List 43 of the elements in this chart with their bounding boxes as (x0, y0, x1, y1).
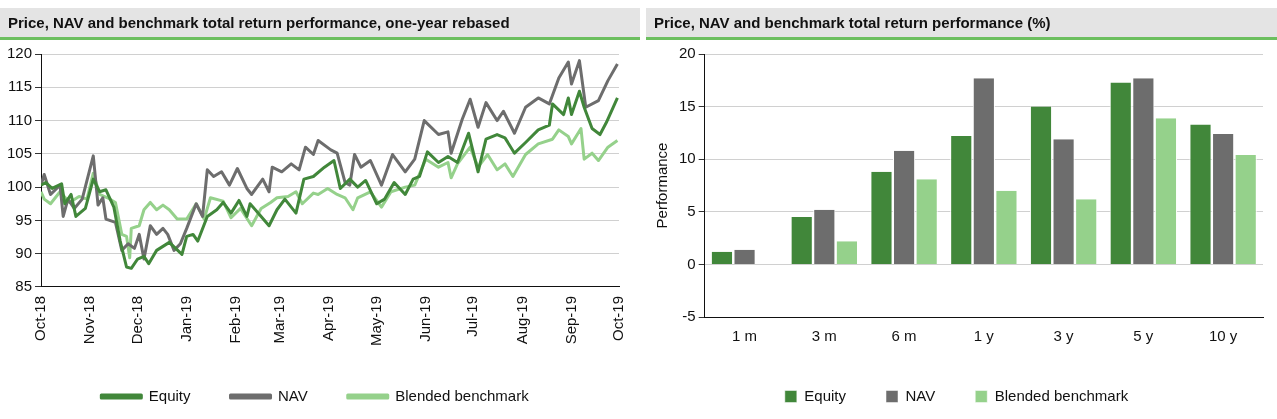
x-tick-label: 1 m (732, 327, 758, 345)
legend-label: NAV (905, 386, 936, 404)
y-tick-label: 5 (687, 201, 696, 219)
y-tick-label: 0 (687, 254, 696, 272)
x-tick-label: Oct-19 (609, 295, 627, 341)
y-tick-label: 115 (8, 77, 33, 95)
chart-title: Price, NAV and benchmark total return performance, one-year rebased (0, 8, 640, 40)
x-tick-label: Nov-18 (80, 295, 98, 345)
x-tick-label: May-19 (366, 295, 384, 347)
x-tick-label: 6 m (891, 327, 917, 345)
legend-label: Equity (804, 386, 847, 404)
y-tick-label: 120 (7, 44, 33, 62)
legend-label: Blended benchmark (994, 386, 1129, 404)
x-tick-label: Apr-19 (319, 295, 337, 342)
x-tick-label: Mar-19 (270, 295, 288, 344)
legend-label: NAV (278, 386, 308, 404)
chart-title: Price, NAV and benchmark total return performance (%) (646, 8, 1277, 40)
x-tick-label: 1 y (973, 327, 995, 345)
y-tick-label: 95 (15, 210, 33, 228)
y-tick-label: 110 (8, 110, 33, 128)
x-tick-label: Oct-18 (31, 295, 49, 341)
y-tick-label: 20 (679, 44, 696, 62)
y-tick-label: 100 (7, 177, 33, 195)
legend-label: Blended benchmark (395, 386, 530, 404)
x-tick-label: Jan-19 (176, 295, 194, 342)
y-axis-title: Performance (653, 142, 671, 229)
x-tick-label: Sep-19 (561, 295, 579, 345)
legend-label: Equity (148, 386, 192, 404)
x-tick-label: 3 y (1053, 327, 1075, 345)
y-tick-label: 10 (679, 149, 696, 167)
x-tick-label: 5 y (1133, 327, 1154, 345)
x-tick-label: 10 y (1208, 327, 1238, 345)
y-tick-label: 90 (15, 243, 33, 261)
x-tick-label: Feb-19 (225, 295, 243, 344)
x-tick-label: Jun-19 (415, 295, 433, 342)
y-tick-label: 85 (15, 277, 33, 295)
y-tick-label: 105 (7, 143, 33, 161)
x-tick-label: 3 m (811, 327, 837, 345)
x-tick-label: Aug-19 (512, 295, 530, 345)
x-tick-label: Dec-18 (127, 295, 145, 345)
y-tick-label: 15 (679, 96, 696, 114)
x-tick-label: Jul-19 (463, 295, 481, 337)
y-tick-label: -5 (682, 307, 696, 325)
